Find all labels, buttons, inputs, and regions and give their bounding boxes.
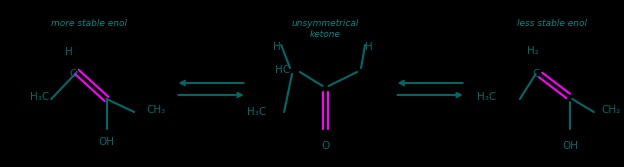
Text: OH: OH — [562, 141, 578, 151]
Text: H₂: H₂ — [527, 46, 539, 56]
Text: HC: HC — [275, 65, 290, 75]
Text: CH₃: CH₃ — [146, 105, 165, 115]
Text: C: C — [532, 69, 539, 79]
Text: CH₂: CH₂ — [602, 105, 621, 115]
Text: O: O — [321, 141, 329, 151]
Text: H₃C: H₃C — [247, 107, 266, 117]
Text: H: H — [65, 47, 73, 57]
Text: OH: OH — [99, 137, 115, 147]
Text: H: H — [365, 42, 373, 52]
Text: C: C — [69, 69, 77, 79]
Text: more stable enol: more stable enol — [51, 19, 127, 28]
Text: H₃C: H₃C — [477, 92, 496, 102]
Text: H₃C: H₃C — [29, 92, 49, 102]
Text: unsymmetrical
ketone: unsymmetrical ketone — [292, 19, 359, 39]
Text: H: H — [273, 42, 281, 52]
Text: less stable enol: less stable enol — [517, 19, 587, 28]
